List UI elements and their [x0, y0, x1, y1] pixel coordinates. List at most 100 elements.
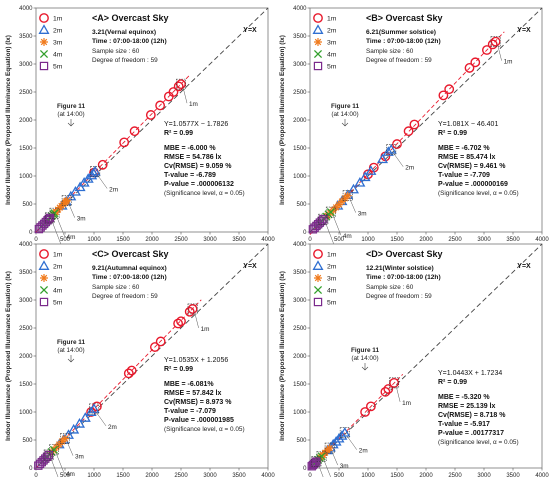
data-point-2m: [354, 177, 366, 187]
x-tick-label: 4000: [535, 473, 549, 477]
callout-leader: [392, 152, 404, 167]
data-point-1m: [313, 249, 323, 259]
y-tick-label: 1500: [19, 146, 33, 152]
data-point-1m: [176, 79, 186, 90]
data-point-2m: [89, 165, 101, 176]
y-tick-label: 3000: [19, 298, 33, 304]
data-point-1m: [380, 386, 391, 397]
x-tick-label: 2500: [174, 473, 188, 477]
x-tick-label: 3000: [477, 237, 491, 243]
x-tick-label: 2500: [448, 473, 462, 477]
sample-size: Sample size : 60: [92, 284, 140, 291]
data-point-2m: [65, 190, 77, 201]
callout-leader: [182, 87, 188, 104]
callout-label-1m: 1m: [402, 400, 411, 407]
data-point-3m: [325, 444, 334, 453]
y-tick-label: 3500: [293, 270, 307, 276]
y-tick-label: 0: [303, 230, 307, 236]
highlight-box-1m: [490, 36, 501, 47]
data-point-2m: [38, 24, 50, 34]
x-tick-label: 3500: [232, 473, 246, 477]
callout-leader: [96, 174, 108, 189]
y-tick-label: 2000: [19, 118, 33, 124]
stat-mbe: MBE = -6.000 %: [164, 145, 216, 152]
degree-of-freedom: Degree of freedom : 59: [92, 293, 158, 300]
y-tick-label: 3000: [293, 62, 307, 68]
stat-cv-rmse: Cv(RMSE) = 8.973 %: [164, 399, 232, 406]
legend-label-5m: 5m: [53, 63, 63, 70]
legend-label-1m: 1m: [53, 251, 63, 258]
callout-label-2m: 2m: [108, 424, 117, 431]
stat-rmse: RMSE = 54.786 lx: [164, 154, 222, 161]
data-point-5m: [42, 452, 52, 462]
data-point-1m: [155, 336, 166, 347]
legend: 1m 2m 3m 4m 5m: [312, 249, 337, 306]
legend-label-1m: 1m: [53, 15, 63, 22]
legend-label-4m: 4m: [327, 287, 337, 294]
callout-label-3m: 3m: [358, 211, 367, 218]
y-tick-label: 4000: [19, 242, 33, 248]
x-tick-label: 1500: [116, 237, 130, 243]
data-point-5m: [313, 61, 323, 71]
data-point-1m: [39, 13, 49, 23]
data-point-2m: [38, 260, 50, 270]
data-point-1m: [389, 377, 399, 388]
stat-cv-rmse: Cv(RMSE) = 9.059 %: [164, 163, 232, 170]
y-tick-label: 2500: [19, 90, 33, 96]
y-tick-label: 500: [22, 202, 33, 208]
data-point-3m: [340, 194, 349, 203]
sample-size: Sample size : 60: [366, 284, 414, 291]
x-tick-label: 500: [334, 473, 345, 477]
highlight-box-3m: [60, 433, 70, 444]
data-point-2m: [385, 143, 397, 154]
callout-label-3m: 3m: [77, 216, 86, 223]
data-point-2m: [347, 183, 360, 194]
figure-note: Figure 11: [351, 347, 380, 354]
data-point-2m: [88, 403, 100, 413]
stat-p-value: P-value = .000000169: [438, 181, 508, 188]
legend: 1m 2m 3m 4m 5m: [38, 249, 63, 306]
data-point-1m: [360, 407, 370, 417]
data-point-1m: [392, 139, 402, 149]
data-point-3m: [332, 203, 341, 212]
callout-leader: [68, 203, 75, 218]
data-point-4m: [39, 49, 49, 59]
data-point-2m: [359, 171, 371, 182]
panel-time: Time : 07:00-18:00 (12h): [92, 38, 167, 45]
sample-size: Sample size : 60: [366, 48, 414, 55]
data-point-1m: [184, 306, 195, 317]
y-tick-label: 4000: [293, 242, 307, 248]
legend: 1m 2m 3m 4m 5m: [312, 13, 337, 71]
data-point-1m: [470, 57, 481, 68]
legend-label-1m: 1m: [327, 15, 337, 22]
legend-label-4m: 4m: [53, 287, 63, 294]
series-1m: [360, 377, 399, 417]
data-point-1m: [409, 119, 420, 130]
x-tick-label: 1000: [361, 237, 375, 243]
panel-time: Time : 07:00-18:00 (12h): [366, 38, 441, 45]
x-tick-label: 2500: [174, 237, 188, 243]
x-tick-label: 1000: [361, 473, 375, 477]
regression-equation: Y=1.081X − 46.401: [438, 121, 498, 128]
figure-note: Figure 11: [57, 103, 86, 110]
data-point-1m: [464, 63, 475, 73]
x-tick-label: 1500: [390, 473, 404, 477]
y-tick-label: 500: [296, 438, 307, 444]
x-tick-label: 500: [60, 237, 71, 243]
callout-leader: [66, 441, 74, 456]
identity-label: Y=X: [517, 27, 531, 34]
y-tick-label: 2000: [19, 354, 33, 360]
callout-leader: [323, 459, 331, 477]
callout-label-4m: 4m: [343, 233, 352, 240]
highlight-box-1m: [187, 303, 198, 315]
callout-leader: [349, 198, 356, 213]
panel-date: 12.21(Winter solstice): [366, 265, 434, 272]
figure-note-arrow: [341, 119, 349, 127]
data-point-2m: [330, 435, 342, 446]
figure-note-sub: (at 14:00): [351, 355, 378, 362]
legend-label-2m: 2m: [53, 263, 63, 270]
panel-title: <D> Overcast Sky: [366, 249, 443, 259]
y-axis-label: Indoor Illuminance (Proposed Illuminance…: [5, 271, 12, 441]
identity-label: Y=X: [243, 27, 257, 34]
series-5m: [307, 457, 321, 471]
